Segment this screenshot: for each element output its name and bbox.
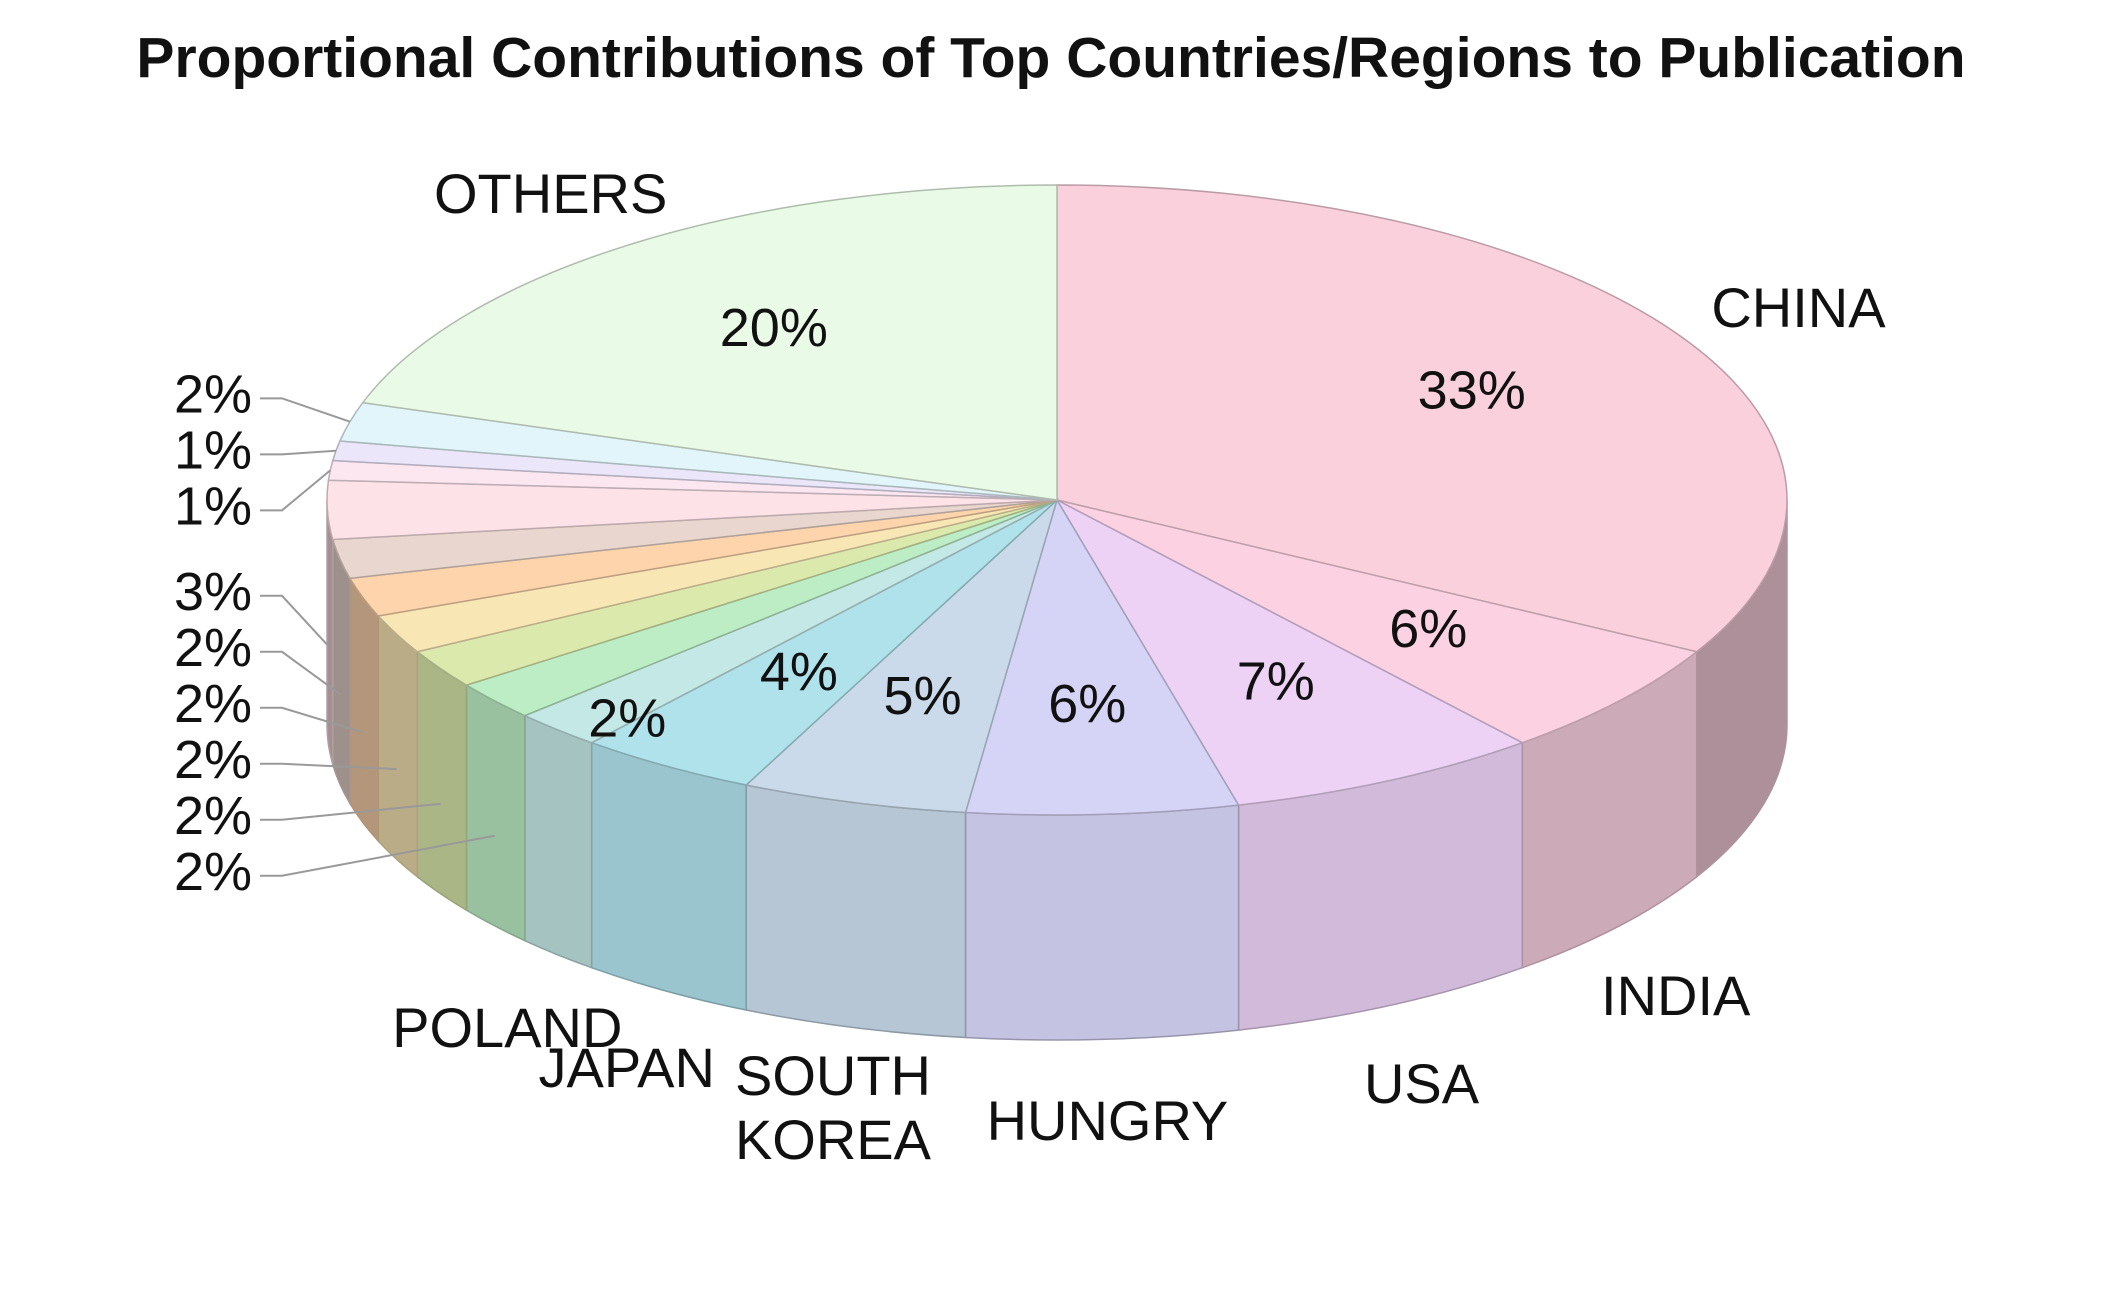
slice-side [416, 650, 468, 912]
value-label: 5% [884, 666, 962, 726]
slice [361, 184, 1058, 501]
slice [1056, 499, 1699, 744]
value-label: 7% [1237, 652, 1315, 712]
slice [1056, 184, 1788, 653]
value-label: 20% [720, 298, 828, 358]
value-label: 3% [174, 562, 252, 622]
value-label: 6% [1048, 674, 1126, 734]
leader-line [260, 802, 441, 821]
slice [964, 498, 1240, 816]
leader-line [260, 650, 341, 695]
value-label: 2% [174, 618, 252, 678]
value-label: 2% [174, 730, 252, 790]
value-label: 2% [174, 842, 252, 902]
category-label: USA [1363, 1051, 1480, 1115]
value-label: 2% [174, 786, 252, 846]
leader-line [260, 834, 495, 877]
category-label: INDIA [1601, 963, 1751, 1027]
slice-side [524, 714, 593, 969]
slice-side [745, 784, 967, 1039]
value-label: 2% [174, 674, 252, 734]
leader-line [260, 397, 351, 423]
category-label: POLAND [392, 995, 623, 1059]
slice-side [964, 804, 1240, 1041]
slice-side [326, 499, 334, 765]
value-label: 2% [174, 365, 252, 425]
slice-side [377, 614, 419, 879]
category-label: SOUTH KOREA [734, 1043, 931, 1171]
slice-side [465, 683, 526, 942]
value-label: 1% [174, 477, 252, 537]
slice-side [590, 741, 747, 1011]
slice [744, 497, 1059, 814]
slice-side [332, 539, 351, 807]
slice [1055, 498, 1525, 806]
value-label: 1% [174, 421, 252, 481]
leader-line [260, 594, 329, 646]
category-label: CHINA [1711, 275, 1886, 339]
value-label: 4% [760, 642, 838, 702]
slice-side [349, 575, 380, 843]
leader-line [260, 449, 337, 456]
leader-line [260, 469, 331, 512]
category-label: JAPAN [538, 1035, 715, 1099]
leader-line [260, 706, 364, 734]
chart-title: Proportional Contributions of Top Countr… [136, 26, 1965, 90]
category-label: HUNGRY [986, 1088, 1229, 1152]
leader-line [260, 762, 397, 771]
value-label: 33% [1418, 360, 1526, 420]
slice [589, 499, 1058, 786]
category-label: OTHERS [433, 162, 668, 226]
value-label: 6% [1389, 599, 1467, 659]
value-label: 2% [588, 689, 666, 749]
